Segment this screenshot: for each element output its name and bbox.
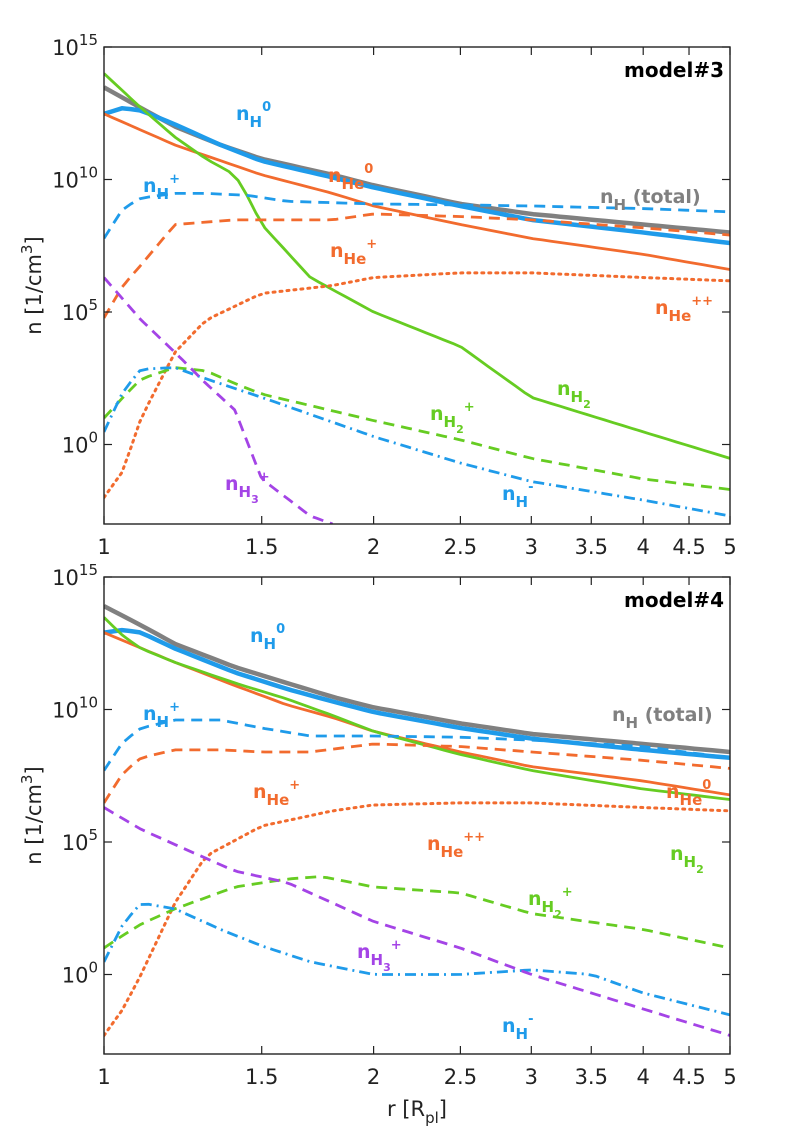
y-tick-label: 100 bbox=[62, 429, 98, 458]
x-tick-label: 4.5 bbox=[672, 1065, 705, 1089]
series-line-nH0 bbox=[104, 627, 730, 761]
x-tick-label: 4.5 bbox=[672, 535, 705, 559]
series-label-nHminus: nH- bbox=[502, 1012, 534, 1043]
x-tick-label: 4 bbox=[637, 1065, 650, 1089]
series-group bbox=[104, 604, 730, 1037]
x-tick-label: 4 bbox=[637, 535, 650, 559]
series-label-nHeplusplus: nHe++ bbox=[655, 294, 713, 325]
series-line-nH2 bbox=[104, 72, 730, 460]
panel-1: 1015 1010 105 100 1 1.5 2 2.5 3 3.5 4 4.5 5 n [1/cm3]… bbox=[18, 31, 737, 559]
x-tick-label: 1.5 bbox=[245, 535, 278, 559]
y-tick-label: 100 bbox=[62, 959, 98, 988]
series-label-nHeplus: nHe+ bbox=[253, 778, 300, 809]
series-label-nHe0: nHe0 bbox=[328, 162, 373, 193]
series-line-nHplus bbox=[104, 718, 730, 772]
series-label-nH0: nH0 bbox=[236, 100, 271, 131]
y-axis-label: n [1/cm3] bbox=[18, 236, 46, 334]
axes-box bbox=[103, 46, 731, 525]
series-label-nHplus: nH+ bbox=[143, 172, 180, 203]
series-line-nHplus bbox=[104, 191, 730, 240]
series-label-nH3plus: nH3+ bbox=[225, 470, 270, 506]
panel-title: model#4 bbox=[624, 588, 724, 612]
y-tick-label: 1010 bbox=[52, 694, 98, 723]
series-label-nH0: nH0 bbox=[250, 622, 285, 653]
series-group bbox=[104, 72, 730, 524]
axes-box bbox=[103, 576, 731, 1055]
x-tick-label: 3 bbox=[525, 535, 538, 559]
panel-2: 1015 1010 105 100 1 1.5 2 2.5 3 3.5 4 4.5 5 n [1/cm3]… bbox=[18, 561, 737, 1127]
series-label-nHeplusplus: nHe++ bbox=[427, 830, 485, 861]
series-line-nH2 bbox=[104, 616, 730, 801]
series-line-nHeplusplus bbox=[104, 271, 730, 499]
x-tick-label: 3 bbox=[525, 1065, 538, 1089]
y-tick-label: 1015 bbox=[52, 561, 98, 590]
series-label-nH2plus: nH2+ bbox=[430, 400, 475, 436]
series-line-nH_total bbox=[104, 85, 730, 235]
series-label-nH3plus: nH3+ bbox=[357, 938, 402, 974]
series-label-nH2: nH2 bbox=[557, 378, 591, 411]
series-line-nH3plus bbox=[104, 806, 730, 1037]
x-tick-label: 5 bbox=[723, 535, 736, 559]
y-tick-label: 1010 bbox=[52, 164, 98, 193]
series-label-nHminus: nH- bbox=[502, 480, 534, 511]
x-axis-label: r [Rpl] bbox=[387, 1097, 447, 1127]
x-tick-label: 1.5 bbox=[245, 1065, 278, 1089]
x-tick-label: 1 bbox=[97, 535, 110, 559]
x-tick-label: 3.5 bbox=[575, 1065, 608, 1089]
series-label-nH2: nH2 bbox=[670, 843, 704, 876]
y-tick-label: 105 bbox=[62, 826, 98, 855]
y-axis-label: n [1/cm3] bbox=[18, 766, 46, 864]
series-label-nHeplus: nHe+ bbox=[330, 237, 377, 268]
x-tick-label: 5 bbox=[723, 1065, 736, 1089]
series-label-nH2plus: nH2+ bbox=[528, 885, 573, 921]
panel-title: model#3 bbox=[624, 58, 724, 82]
series-label-nH_total: nH (total) bbox=[600, 186, 701, 214]
series-line-nH_total bbox=[104, 604, 730, 755]
series-line-nH3plus bbox=[104, 276, 334, 524]
x-tick-label: 2.5 bbox=[444, 535, 477, 559]
series-label-nHe0: nHe0 bbox=[666, 778, 711, 809]
series-label-nH_total: nH (total) bbox=[612, 704, 713, 732]
x-tick-label: 3.5 bbox=[575, 535, 608, 559]
series-line-nHminus bbox=[104, 366, 730, 518]
series-line-nHeplusplus bbox=[104, 801, 730, 1037]
y-tick-label: 1015 bbox=[52, 31, 98, 60]
x-tick-label: 2 bbox=[367, 1065, 380, 1089]
series-line-nHminus bbox=[104, 902, 730, 1017]
series-line-nHeplus bbox=[104, 212, 730, 319]
series-line-nH0 bbox=[104, 106, 730, 246]
series-label-nHplus: nH+ bbox=[143, 700, 180, 731]
x-tick-label: 2.5 bbox=[444, 1065, 477, 1089]
series-line-nHeplus bbox=[104, 742, 730, 804]
y-tick-label: 105 bbox=[62, 296, 98, 325]
x-tick-label: 1 bbox=[97, 1065, 110, 1089]
x-tick-label: 2 bbox=[367, 535, 380, 559]
series-line-nH2plus bbox=[104, 875, 730, 950]
